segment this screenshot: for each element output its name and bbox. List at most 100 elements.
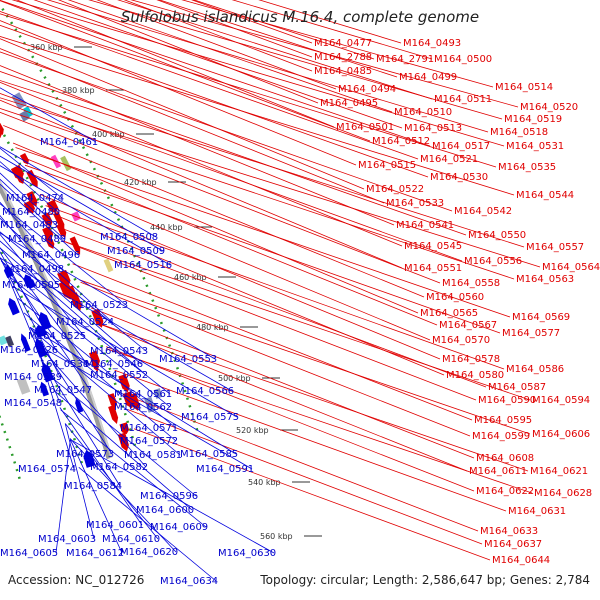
gene-label-forward[interactable]: M164_0563 — [516, 274, 574, 285]
gene-label-forward[interactable]: M164_0577 — [502, 328, 560, 339]
feature-block[interactable] — [5, 335, 15, 347]
gene-label-forward[interactable]: M164_0522 — [366, 184, 424, 195]
gene-label-forward[interactable]: M164_2788 — [314, 52, 372, 63]
gene-label-forward[interactable]: M164_0621 — [530, 466, 588, 477]
gene-label-forward[interactable]: M164_0494 — [338, 84, 396, 95]
gene-label-reverse[interactable]: M164_0547 — [34, 385, 92, 396]
gene-label-forward[interactable]: M164_0518 — [490, 127, 548, 138]
gene-label-reverse[interactable]: M164_0524 — [56, 317, 114, 328]
gene-label-forward[interactable]: M164_0531 — [506, 141, 564, 152]
forward-gene-arrow[interactable] — [108, 405, 120, 425]
gene-label-forward[interactable]: M164_0599 — [472, 431, 530, 442]
gene-label-forward[interactable]: M164_0586 — [506, 364, 564, 375]
gene-label-forward[interactable]: M164_0560 — [426, 292, 484, 303]
gene-label-forward[interactable]: M164_0608 — [476, 453, 534, 464]
gene-label-reverse[interactable]: M164_0582 — [90, 462, 148, 473]
gene-label-forward[interactable]: M164_0485 — [314, 66, 372, 77]
gene-label-forward[interactable]: M164_0530 — [430, 172, 488, 183]
gene-label-forward[interactable]: M164_0517 — [432, 141, 490, 152]
gene-label-reverse[interactable]: M164_0483 — [0, 220, 58, 231]
gene-label-reverse[interactable]: M164_0634 — [160, 576, 218, 587]
forward-gene-arrow[interactable] — [20, 152, 30, 166]
gene-label-forward[interactable]: M164_0513 — [404, 123, 462, 134]
gene-label-forward[interactable]: M164_0499 — [399, 72, 457, 83]
gene-label-forward[interactable]: M164_0580 — [446, 370, 504, 381]
gene-label-reverse[interactable]: M164_0561 — [114, 389, 172, 400]
gene-label-forward[interactable]: M164_0535 — [498, 162, 556, 173]
reverse-gene-arrow[interactable] — [39, 381, 49, 397]
gene-label-reverse[interactable]: M164_0609 — [150, 522, 208, 533]
gene-label-reverse[interactable]: M164_0509 — [107, 246, 165, 257]
gene-label-reverse[interactable]: M164_0480 — [2, 207, 60, 218]
gene-label-reverse[interactable]: M164_0489 — [8, 234, 66, 245]
gene-label-forward[interactable]: M164_0515 — [358, 160, 416, 171]
gene-label-reverse[interactable]: M164_0591 — [196, 464, 254, 475]
gene-label-forward[interactable]: M164_0595 — [474, 415, 532, 426]
gene-label-reverse[interactable]: M164_0600 — [136, 505, 194, 516]
feature-block[interactable] — [19, 110, 31, 122]
forward-gene-arrow[interactable] — [117, 432, 131, 453]
gene-label-forward[interactable]: M164_0633 — [480, 526, 538, 537]
gene-label-reverse[interactable]: M164_0566 — [176, 386, 234, 397]
gene-label-reverse[interactable]: M164_0539 — [4, 372, 62, 383]
gene-label-forward[interactable]: M164_0520 — [520, 102, 578, 113]
gene-label-forward[interactable]: M164_0558 — [442, 278, 500, 289]
gene-label-reverse[interactable]: M164_0605 — [0, 548, 58, 559]
feature-block[interactable] — [11, 92, 27, 110]
gene-label-forward[interactable]: M164_0514 — [495, 82, 553, 93]
gene-label-reverse[interactable]: M164_0496 — [22, 250, 80, 261]
gene-label-forward[interactable]: M164_0567 — [439, 320, 497, 331]
feature-block[interactable] — [153, 388, 163, 399]
gene-label-reverse[interactable]: M164_0572 — [120, 436, 178, 447]
gene-label-forward[interactable]: M164_0533 — [386, 198, 444, 209]
gene-label-reverse[interactable]: M164_0612 — [66, 548, 124, 559]
gene-label-reverse[interactable]: M164_0474 — [6, 193, 64, 204]
gene-label-forward[interactable]: M164_0622 — [476, 486, 534, 497]
gene-label-forward[interactable]: M164_0477 — [314, 38, 372, 49]
gene-label-forward[interactable]: M164_0551 — [404, 263, 462, 274]
gene-label-reverse[interactable]: M164_0620 — [120, 547, 178, 558]
gene-label-forward[interactable]: M164_0495 — [320, 98, 378, 109]
gene-label-reverse[interactable]: M164_0610 — [102, 534, 160, 545]
gene-label-forward[interactable]: M164_0594 — [532, 395, 590, 406]
reverse-gene-arrow[interactable] — [19, 332, 31, 352]
gene-label-reverse[interactable]: M164_0552 — [90, 370, 148, 381]
gene-label-forward[interactable]: M164_0500 — [434, 54, 492, 65]
gene-label-forward[interactable]: M164_0501 — [336, 122, 394, 133]
gene-label-reverse[interactable]: M164_0601 — [86, 520, 144, 531]
gene-label-forward[interactable]: M164_0606 — [532, 429, 590, 440]
gene-label-reverse[interactable]: M164_0585 — [180, 449, 238, 460]
gene-label-reverse[interactable]: M164_0523 — [70, 300, 128, 311]
gene-label-reverse[interactable]: M164_0461 — [40, 137, 98, 148]
gene-label-forward[interactable]: M164_0511 — [434, 94, 492, 105]
feature-block[interactable] — [0, 335, 8, 346]
forward-gene-arrow[interactable] — [41, 212, 55, 228]
gene-label-forward[interactable]: M164_0587 — [488, 382, 546, 393]
gene-label-forward[interactable]: M164_0628 — [534, 488, 592, 499]
gene-label-reverse[interactable]: M164_0505 — [2, 280, 60, 291]
forward-gene-arrow[interactable] — [119, 422, 130, 435]
gene-label-forward[interactable]: M164_0631 — [508, 506, 566, 517]
gene-label-reverse[interactable]: M164_0508 — [100, 232, 158, 243]
forward-gene-arrow[interactable] — [107, 393, 119, 409]
gene-label-reverse[interactable]: M164_0584 — [64, 481, 122, 492]
gene-label-reverse[interactable]: M164_0525 — [28, 331, 86, 342]
gene-label-reverse[interactable]: M164_0543 — [90, 346, 148, 357]
gene-label-forward[interactable]: M164_0542 — [454, 206, 512, 217]
gene-label-reverse[interactable]: M164_0516 — [114, 260, 172, 271]
forward-gene-arrow[interactable] — [56, 223, 68, 239]
gene-label-reverse[interactable]: M164_0538 — [31, 359, 89, 370]
gene-label-forward[interactable]: M164_0644 — [492, 555, 550, 566]
gene-label-reverse[interactable]: M164_0603 — [38, 534, 96, 545]
gene-label-reverse[interactable]: M164_0571 — [120, 423, 178, 434]
gene-label-forward[interactable]: M164_0557 — [526, 242, 584, 253]
gene-label-forward[interactable]: M164_0570 — [432, 335, 490, 346]
gene-label-forward[interactable]: M164_0493 — [403, 38, 461, 49]
gene-label-forward[interactable]: M164_0544 — [516, 190, 574, 201]
gene-label-reverse[interactable]: M164_0526 — [0, 345, 58, 356]
gene-label-reverse[interactable]: M164_0553 — [159, 354, 217, 365]
gene-label-forward[interactable]: M164_0512 — [372, 136, 430, 147]
gene-label-forward[interactable]: M164_0545 — [404, 241, 462, 252]
gene-label-forward[interactable]: M164_0564 — [542, 262, 600, 273]
gene-label-reverse[interactable]: M164_0575 — [181, 412, 239, 423]
